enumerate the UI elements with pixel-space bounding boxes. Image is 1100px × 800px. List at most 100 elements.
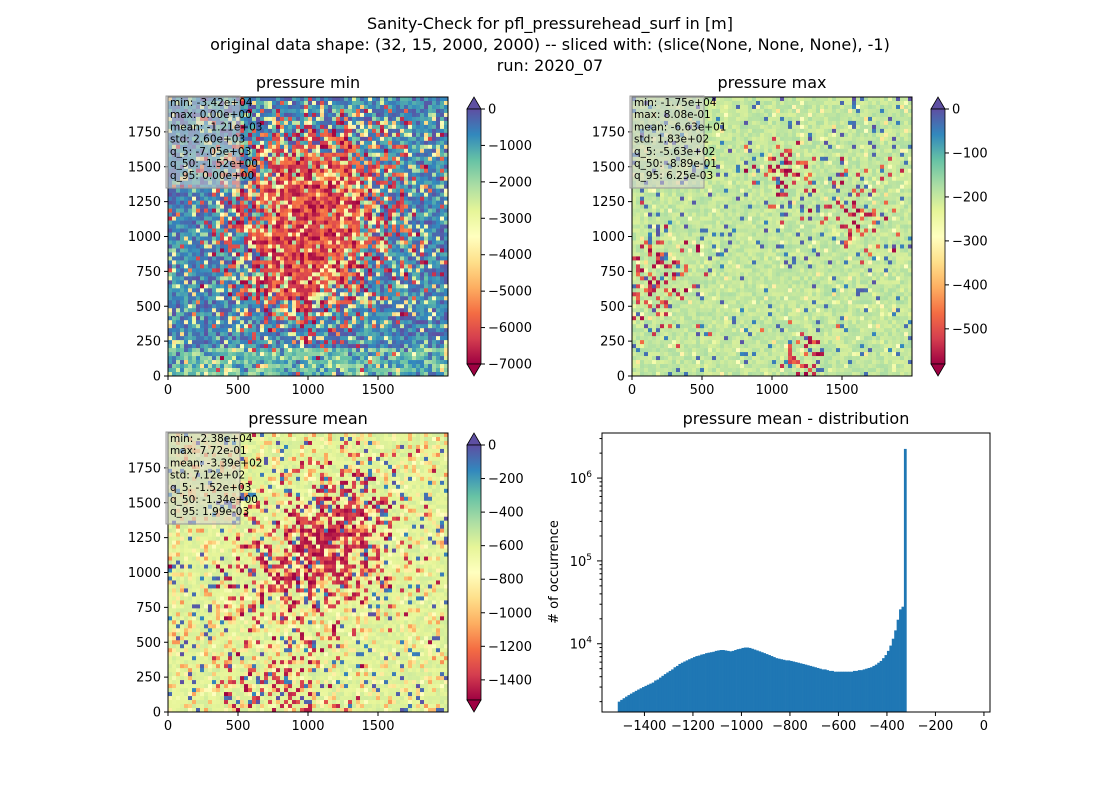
histogram-bar	[792, 661, 796, 712]
y-tick-label: 500	[136, 300, 161, 315]
histogram-bar	[848, 671, 851, 712]
x-tick-label: 0	[980, 719, 988, 734]
colorbar-tick-label: −3000	[488, 212, 532, 227]
histogram-bar	[884, 655, 888, 712]
histogram-bar	[661, 675, 665, 712]
histogram-bar	[617, 701, 621, 712]
histogram-bar	[620, 699, 623, 712]
x-tick-label: 1500	[825, 383, 858, 398]
stat-line: q_50: -1.34e+00	[170, 494, 258, 506]
histogram-bar	[658, 677, 662, 712]
stat-line: q_95: 0.00e+00	[170, 170, 254, 182]
histogram-bar	[896, 619, 900, 712]
histogram-bar	[639, 688, 643, 712]
y-tick-label: 106	[570, 470, 593, 487]
stat-line: mean: -3.39e+02	[170, 457, 262, 469]
y-tick-label: 1000	[592, 230, 625, 245]
stat-line: std: 7.12e+02	[170, 470, 245, 482]
histogram-bar	[874, 664, 878, 712]
histogram-bar	[683, 661, 687, 712]
histogram-bar	[785, 660, 788, 712]
y-axis: 0 250 500 750 1000 1250 1500 1750	[128, 461, 168, 721]
colorbar-tick-label: 0	[488, 439, 496, 454]
stat-line: q_50: -1.52e+00	[170, 158, 258, 170]
histogram-bar	[760, 652, 764, 712]
histogram-bar	[855, 670, 859, 712]
histogram-bar	[799, 663, 803, 712]
stat-line: min: -2.38e+04	[170, 433, 253, 445]
histogram-bar	[700, 654, 703, 712]
y-tick-label: 500	[600, 300, 625, 315]
y-axis-label: # of occurrence	[547, 520, 562, 624]
histogram-bar	[673, 667, 677, 712]
colorbar-tick-label: −500	[952, 322, 988, 337]
stat-line: q_50: -8.89e-01	[634, 158, 717, 170]
histogram-bar	[717, 650, 720, 712]
histogram-bar	[877, 662, 881, 712]
x-tick-label: 0	[164, 383, 172, 398]
x-tick-label: −1400	[622, 719, 666, 734]
y-axis: 0 250 500 750 1000 1250 1500 1750	[592, 125, 632, 385]
histogram-bar	[862, 669, 866, 712]
stat-line: std: 1.83e+02	[634, 134, 709, 146]
stat-line: mean: -6.63e+01	[634, 121, 726, 133]
histogram-bar	[702, 654, 706, 712]
colorbar-tick-label: −800	[488, 573, 524, 588]
histogram-bar	[828, 670, 832, 712]
colorbar: 0 −1000 −2000 −3000 −4000 −5000 −6000 −7000	[466, 96, 532, 377]
colorbar-tick-label: −1000	[488, 606, 532, 621]
histogram-bar	[763, 653, 767, 712]
histogram-bar	[695, 656, 699, 712]
y-tick-label: 750	[136, 265, 161, 280]
y-tick-label: 1750	[128, 125, 161, 140]
histogram-bar	[780, 659, 784, 712]
histogram-bar	[753, 649, 757, 712]
y-tick-label: 1250	[128, 195, 161, 210]
x-tick-label: 1500	[361, 719, 394, 734]
y-axis: 0 250 500 750 1000 1250 1500 1750	[128, 125, 168, 385]
histogram-bar	[809, 665, 813, 712]
histogram-bar	[751, 648, 754, 712]
panel-title: pressure mean	[248, 409, 368, 428]
x-tick-label: 500	[226, 719, 251, 734]
colorbar-tick-label: −5000	[488, 285, 532, 300]
histogram-bar	[707, 652, 711, 712]
histogram-bar	[768, 655, 771, 712]
y-axis: 104 105 106	[570, 438, 602, 703]
histogram-bar	[765, 654, 769, 712]
histogram-bar	[739, 648, 742, 712]
y-tick-label: 1750	[128, 461, 161, 476]
histogram-bar	[843, 671, 847, 712]
histogram-bar	[668, 670, 672, 712]
histogram-bar	[901, 606, 905, 712]
x-tick-label: 500	[226, 383, 251, 398]
x-tick-label: 1500	[361, 383, 394, 398]
stat-line: q_95: 6.25e-03	[634, 170, 713, 182]
y-tick-label: 104	[570, 636, 593, 653]
y-tick-label: 750	[136, 601, 161, 616]
figure-title-line-3: run: 2020_07	[497, 56, 603, 76]
histogram-bar	[852, 670, 856, 712]
histogram-bar	[722, 650, 725, 712]
y-tick-label: 1750	[592, 125, 625, 140]
histogram-bar	[838, 671, 842, 712]
y-tick-label: 1250	[592, 195, 625, 210]
histogram-bar	[644, 685, 648, 712]
y-tick-label: 250	[600, 335, 625, 350]
colorbar-tick-label: −4000	[488, 248, 532, 263]
y-tick-label: 105	[570, 553, 592, 570]
histogram-bar	[860, 670, 864, 712]
histogram-bar	[731, 650, 735, 712]
histogram-bar	[804, 664, 808, 712]
histogram-bar	[845, 671, 849, 712]
colorbar-tick-label: −400	[952, 278, 988, 293]
stat-line: max: 8.08e-01	[634, 109, 711, 121]
histogram-bar	[879, 660, 883, 712]
y-tick-label: 500	[136, 636, 161, 651]
x-tick-label: −600	[821, 719, 857, 734]
x-tick-label: −1200	[671, 719, 715, 734]
histogram-bar	[903, 448, 907, 712]
histogram-bar	[705, 653, 708, 712]
stat-line: mean: -1.21e+03	[170, 121, 262, 133]
histogram-bar	[709, 652, 713, 712]
